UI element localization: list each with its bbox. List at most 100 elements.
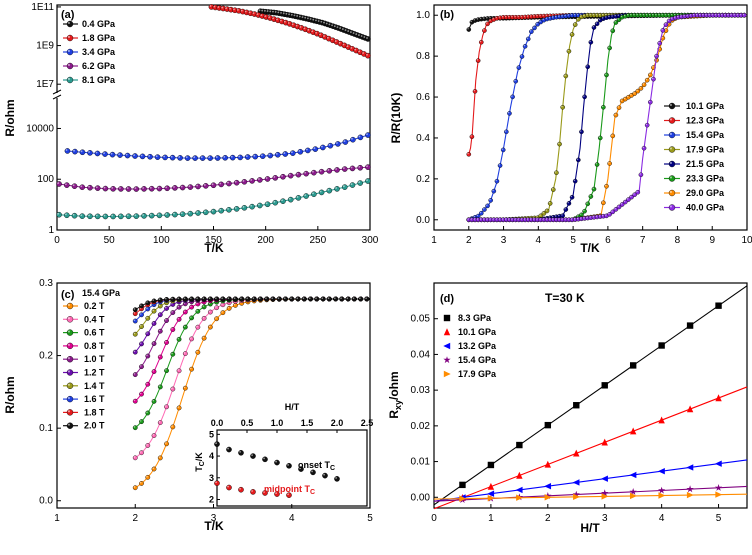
data-point-shine — [208, 310, 211, 313]
data-point-shine — [133, 426, 136, 428]
data-point-shine — [265, 177, 268, 179]
data-point-shine — [163, 155, 166, 158]
x-tick-label: 10 — [741, 235, 752, 246]
data-point — [648, 99, 653, 105]
data-point — [229, 154, 236, 161]
x-tick-label: 300 — [362, 235, 379, 246]
data-point-shine — [313, 147, 316, 150]
data-point — [267, 152, 274, 159]
data-point — [157, 297, 163, 303]
data-point-shine — [533, 26, 535, 28]
data-point — [179, 211, 186, 217]
data-point — [64, 212, 70, 219]
data-point-shine — [539, 14, 541, 17]
data-point — [485, 203, 490, 209]
data-point-shine — [517, 15, 519, 18]
data-point-shine — [354, 48, 357, 51]
x-tick-label: 4 — [536, 235, 542, 246]
data-point-shine — [134, 187, 137, 190]
data-point-shine — [333, 25, 336, 28]
data-point-shine — [290, 13, 293, 16]
data-point-shine — [196, 325, 198, 328]
legend-marker — [66, 356, 74, 363]
x-tick-label: 2 — [132, 513, 138, 524]
data-point — [202, 183, 209, 189]
data-point — [554, 170, 559, 176]
y-tick-label: 1 — [48, 225, 54, 236]
data-point — [312, 146, 319, 152]
legend-marker — [66, 342, 74, 350]
data-point-shine — [554, 171, 557, 173]
data-point — [601, 200, 606, 206]
data-point-shine — [323, 21, 325, 24]
data-point-shine — [661, 13, 663, 16]
data-point-shine — [321, 297, 324, 299]
inset-x-tick-label: 1.5 — [301, 418, 314, 428]
data-point — [179, 184, 186, 191]
data-point-shine — [498, 16, 501, 18]
data-point — [487, 490, 495, 497]
data-point-shine — [190, 367, 192, 370]
onset-point — [322, 472, 328, 479]
data-point — [201, 296, 207, 302]
data-point — [459, 481, 466, 489]
data-point-shine — [564, 74, 566, 76]
data-point — [582, 94, 587, 100]
data-point-shine — [617, 14, 620, 16]
data-point — [478, 210, 484, 216]
data-point-shine — [95, 151, 98, 154]
data-point-shine — [190, 297, 192, 299]
data-point-shine — [579, 130, 582, 132]
data-point-shine — [95, 214, 98, 217]
data-point-shine — [651, 77, 654, 80]
legend-marker-shine — [67, 21, 70, 25]
data-point — [187, 184, 194, 190]
data-point-shine — [526, 218, 529, 220]
y-tick-label: 0.3 — [39, 278, 53, 289]
data-point — [629, 488, 637, 495]
data-point-shine — [739, 13, 742, 16]
inset-onset-label: onset TC — [298, 460, 335, 472]
data-point-shine — [196, 350, 198, 353]
data-point-shine — [611, 15, 613, 17]
data-point — [56, 181, 62, 187]
data-point-shine — [633, 13, 635, 16]
data-point-shine — [258, 9, 261, 12]
onset-point — [214, 441, 220, 447]
data-point — [79, 149, 86, 156]
data-point-shine — [523, 218, 526, 220]
legend-title: 15.4 GPa — [82, 288, 121, 298]
x-tick-label: 1 — [488, 513, 494, 524]
data-point-shine — [183, 297, 186, 300]
data-point-shine — [680, 15, 682, 17]
data-point — [591, 25, 597, 30]
data-point-shine — [601, 13, 604, 16]
onset-point — [274, 459, 280, 466]
panel-a-xlabel: T/K — [204, 241, 224, 255]
data-point — [189, 336, 194, 342]
data-point-shine — [190, 305, 192, 308]
series-d-2 — [433, 459, 748, 502]
x-tick-label: 100 — [153, 235, 170, 246]
data-point-shine — [717, 13, 720, 16]
data-point-shine — [473, 19, 476, 21]
data-point-shine — [334, 40, 337, 42]
legend-entry: 21.5 GPa — [686, 159, 725, 169]
data-point-shine — [165, 186, 168, 189]
data-point-shine — [504, 130, 507, 132]
data-point-shine — [264, 9, 266, 12]
data-point-shine — [277, 11, 280, 14]
data-point — [487, 482, 495, 490]
data-point — [741, 12, 747, 18]
data-point-shine — [564, 14, 566, 17]
data-point-shine — [595, 215, 598, 217]
y-tick-label: 0.02 — [411, 421, 431, 432]
data-point — [257, 202, 263, 209]
data-point-shine — [551, 14, 554, 16]
data-point-shine — [242, 206, 245, 208]
data-point-shine — [573, 23, 576, 25]
onset-point-shine — [311, 470, 313, 473]
data-point-shine — [304, 171, 307, 174]
data-point — [139, 303, 144, 309]
